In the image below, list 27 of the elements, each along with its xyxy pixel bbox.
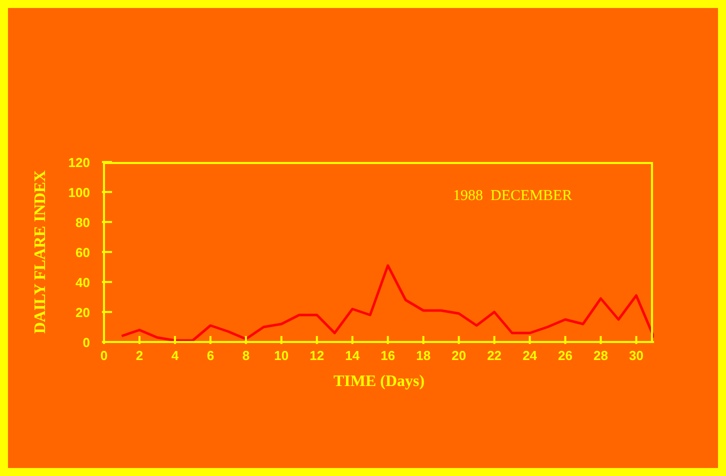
x-tick-label: 14 [345, 348, 360, 363]
line-series [120, 264, 654, 342]
annotation: 1988 DECEMBER [453, 188, 572, 205]
x-tick-label: 10 [274, 348, 289, 363]
x-tick-label: 20 [452, 348, 466, 363]
x-axis-title: TIME (Days) [333, 373, 425, 390]
x-tick-label: 12 [310, 348, 324, 363]
x-tick-label: 22 [487, 348, 502, 363]
y-tick-label: 20 [76, 305, 90, 320]
y-tick-label: 40 [76, 275, 90, 290]
y-tick-label: 80 [76, 215, 90, 230]
y-tick-label: 0 [82, 335, 90, 350]
x-tick-label: 16 [380, 348, 396, 363]
x-tick-label: 8 [242, 348, 250, 363]
x-tick-label: 4 [171, 348, 180, 363]
y-axis-title: DAILY FLARE INDEX [32, 170, 50, 334]
x-tick-label: 28 [594, 348, 608, 363]
x-tick-label: 2 [136, 348, 144, 363]
y-tick-label: 100 [68, 185, 90, 200]
x-tick-label: 6 [206, 348, 214, 363]
y-tick-label: 120 [68, 155, 90, 170]
x-tick-label: 0 [100, 348, 108, 363]
x-tick-label: 18 [416, 348, 431, 363]
x-tick-label: 30 [629, 348, 644, 363]
y-tick-label: 60 [76, 245, 90, 260]
x-tick-label: 26 [558, 348, 573, 363]
x-tick-label: 24 [522, 348, 538, 363]
